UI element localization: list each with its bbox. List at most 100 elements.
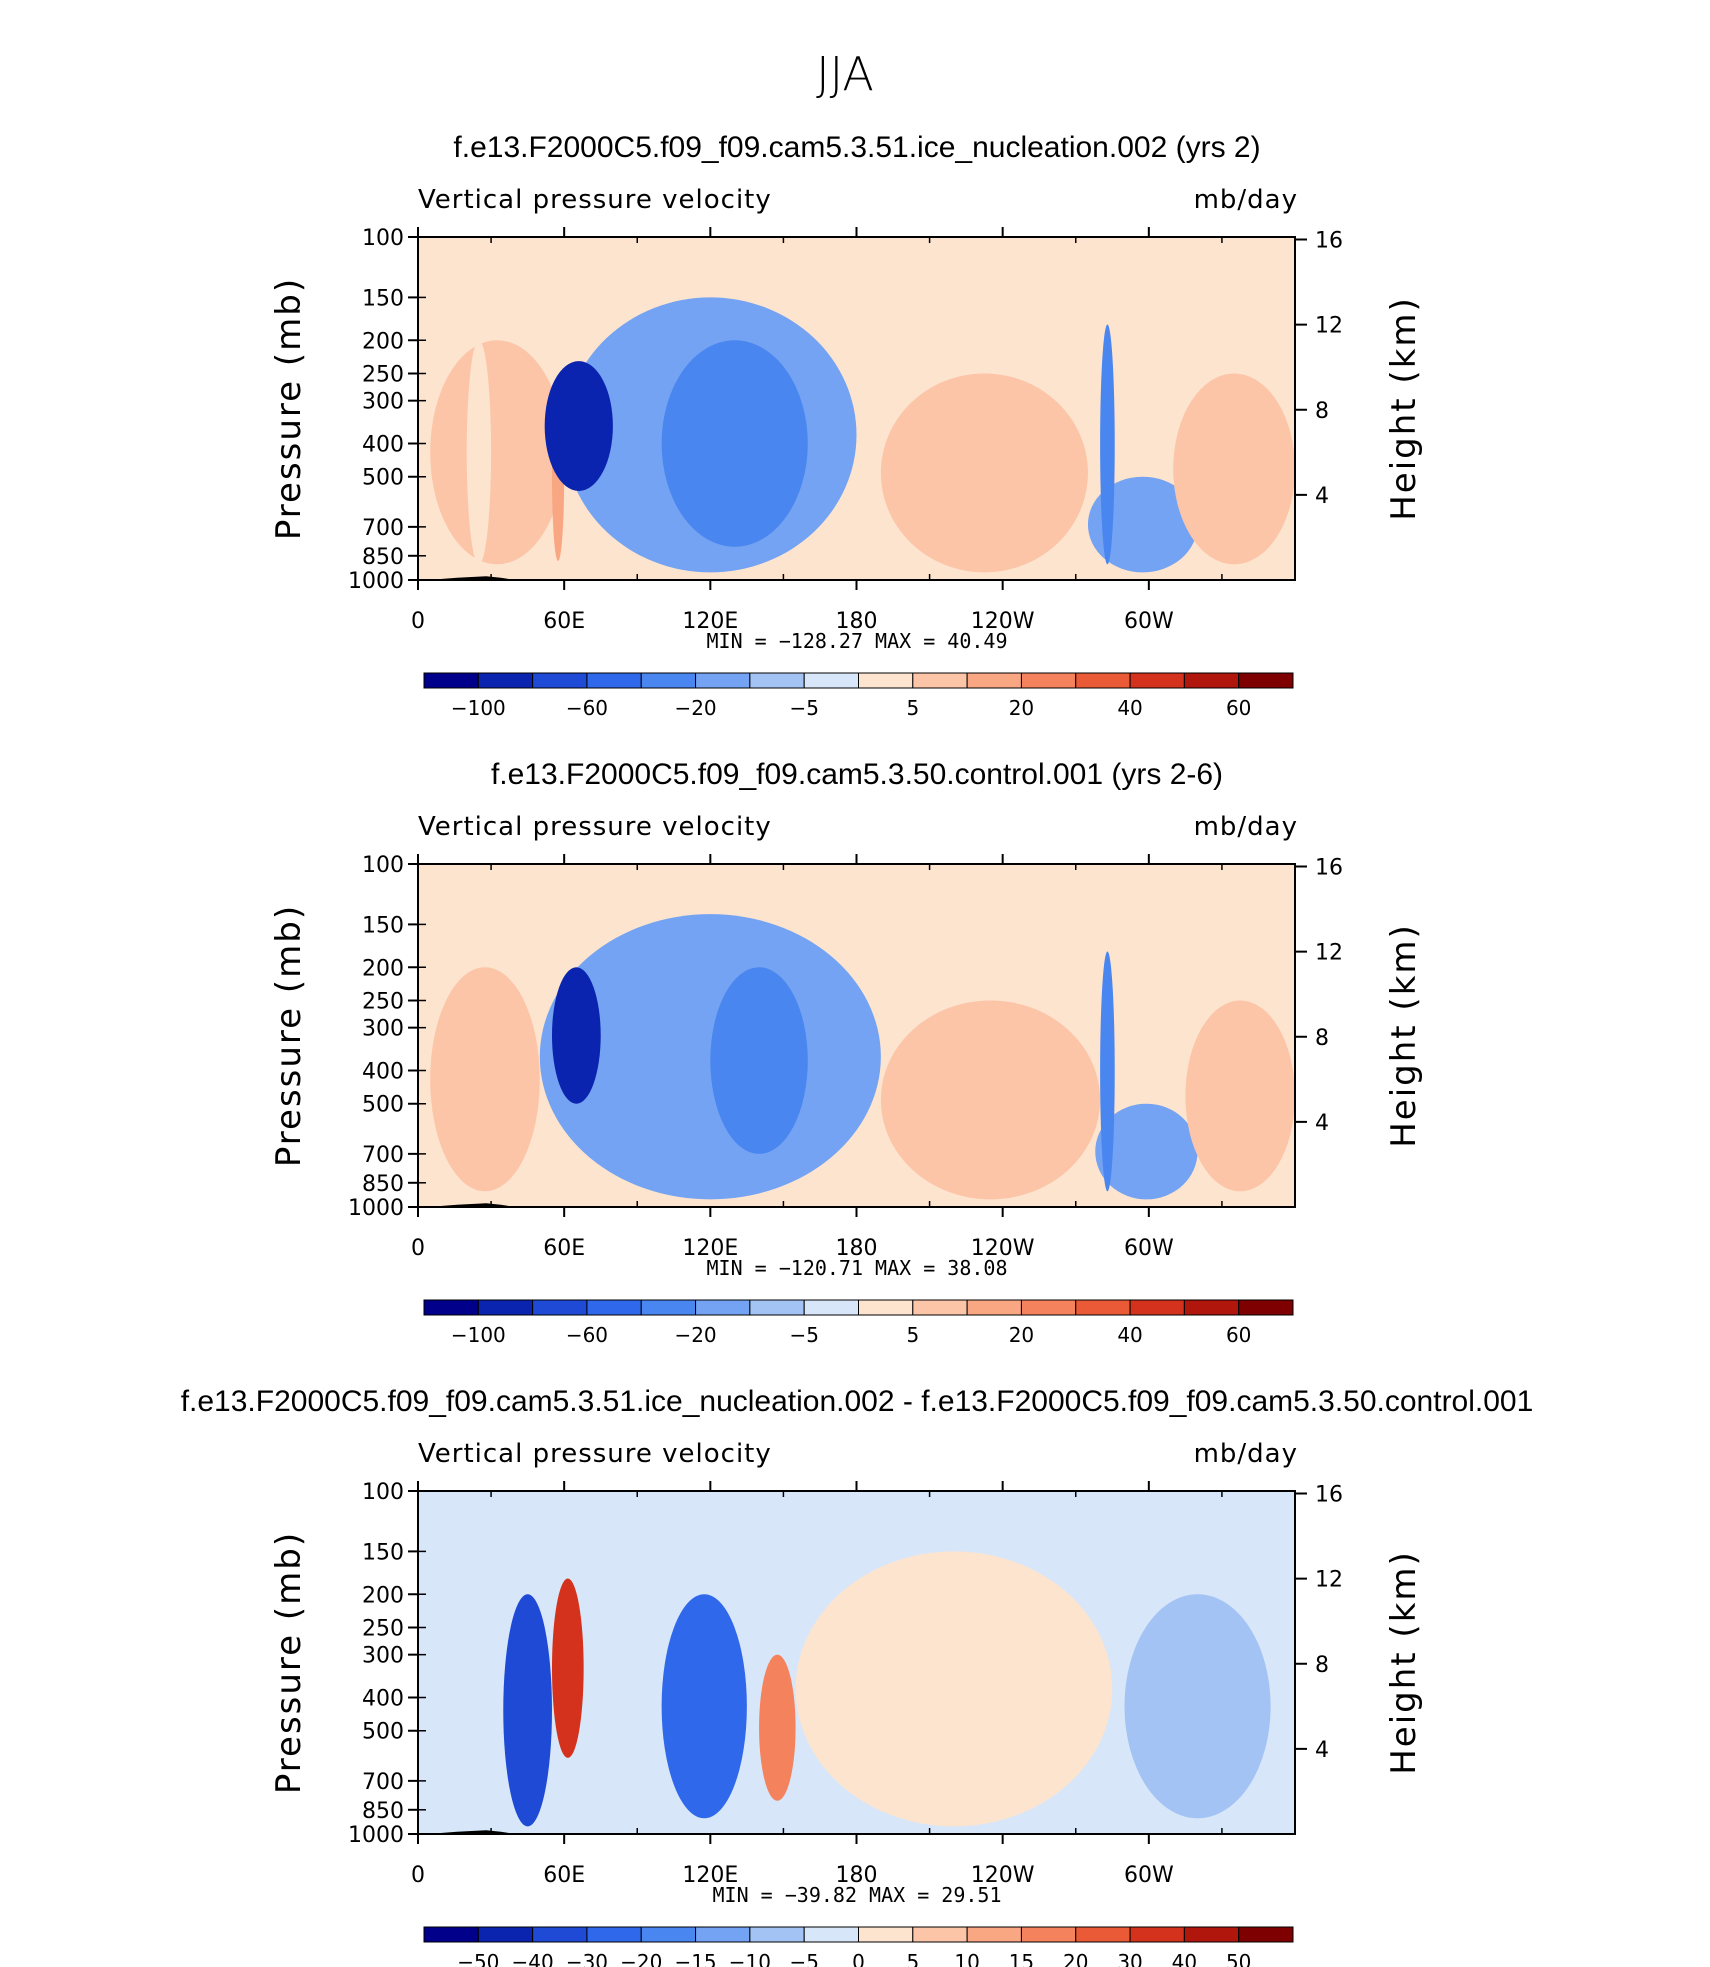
y2-axis-title: Height (km) [1384,923,1424,1148]
contour-region [551,967,601,1104]
colorbar-swatch [695,672,751,689]
contour-region [661,340,808,547]
y-tick-label: 300 [362,1644,404,1669]
colorbar-label: 30 [1117,1950,1142,1967]
colorbar-swatch [477,672,534,689]
y-tick-label: 200 [362,329,404,354]
y-tick-label: 1000 [348,569,404,594]
y-tick-label: 150 [362,286,404,311]
contour-region [1185,1000,1295,1192]
chart-title: f.e13.F2000C5.f09_f09.cam5.3.51.ice_nucl… [453,131,1260,164]
x-tick-label: 120W [971,1863,1035,1888]
y-tick-label: 400 [362,1060,404,1085]
colorbar-swatch [532,1299,588,1316]
colorbar-label: −20 [674,696,716,720]
y-axis-title: Pressure (mb) [269,904,309,1167]
height-tick-label: 4 [1315,1738,1329,1763]
colorbar-label: 20 [1009,1323,1034,1347]
colorbar-swatch [1183,1926,1240,1943]
contour-region [430,967,540,1192]
x-tick-label: 180 [836,1863,878,1888]
colorbar-swatch [1238,672,1294,689]
contour-region [1095,1103,1198,1200]
colorbar-swatch [423,1299,479,1316]
y-axis-title: Pressure (mb) [269,277,309,540]
contour-region [1100,951,1115,1192]
contour-region [544,361,613,491]
colorbar-label: 10 [954,1950,979,1967]
contour-region [1124,1594,1271,1819]
colorbar-label: 0 [852,1950,865,1967]
height-tick-label: 4 [1315,484,1329,509]
x-tick-label: 60E [543,609,585,634]
x-tick-label: 120W [971,1236,1035,1261]
min-max-text: MIN = −120.71 MAX = 38.08 [706,1256,1007,1280]
y-tick-label: 100 [362,226,404,251]
colorbar-swatch [966,672,1022,689]
colorbar-swatch [1020,672,1077,689]
contour-region [1100,324,1115,565]
x-tick-label: 0 [411,1236,425,1261]
contour-region [430,340,565,565]
field-label: Vertical pressure velocity [418,812,772,842]
contour-region [880,373,1088,573]
x-tick-label: 120E [682,1863,738,1888]
min-max-text: MIN = −128.27 MAX = 40.49 [706,629,1007,653]
contour-region [1173,373,1295,565]
colorbar-swatch [586,672,642,689]
x-tick-label: 60W [1124,609,1174,634]
y-tick-label: 850 [362,545,404,570]
colorbar-swatch [1129,672,1185,689]
y-tick-label: 1000 [348,1823,404,1848]
colorbar-swatch [1075,672,1131,689]
colorbar-swatch [1020,1299,1077,1316]
colorbar-swatch [586,1926,642,1943]
colorbar-label: 60 [1226,1323,1251,1347]
colorbar-label: 40 [1117,1323,1142,1347]
colorbar-label: −30 [566,1950,608,1967]
y-tick-label: 400 [362,433,404,458]
contour-region [551,1578,584,1758]
chart-panel: f.e13.F2000C5.f09_f09.cam5.3.51.ice_nucl… [181,1385,1534,1967]
colorbar-label: 50 [1226,1950,1251,1967]
colorbar-label: 20 [1009,696,1034,720]
colorbar-swatch [695,1926,751,1943]
colorbar-label: 60 [1226,696,1251,720]
colorbar-label: −5 [789,1323,818,1347]
x-tick-label: 60E [543,1863,585,1888]
y-tick-label: 300 [362,390,404,415]
colorbar-label: 5 [906,696,919,720]
colorbar-swatch [695,1299,751,1316]
height-tick-label: 12 [1315,941,1343,966]
y-tick-label: 1000 [348,1196,404,1221]
contour-region [503,1594,552,1827]
colorbar-label: −100 [451,1323,506,1347]
height-tick-label: 8 [1315,1026,1329,1051]
colorbar-swatch [1129,1299,1185,1316]
x-tick-label: 0 [411,1863,425,1888]
y-tick-label: 150 [362,913,404,938]
y-tick-label: 250 [362,1616,404,1641]
y-tick-label: 850 [362,1799,404,1824]
colorbar-swatch [912,672,968,689]
colorbar-label: −5 [789,696,818,720]
chart-panel: f.e13.F2000C5.f09_f09.cam5.3.51.ice_nucl… [269,131,1424,720]
y-tick-label: 500 [362,466,404,491]
y2-axis-title: Height (km) [1384,296,1424,521]
colorbar-label: −10 [729,1950,771,1967]
colorbar-swatch [966,1926,1022,1943]
x-tick-label: 60W [1124,1236,1174,1261]
colorbar-swatch [1129,1926,1185,1943]
colorbar-swatch [532,1926,588,1943]
units-label: mb/day [1194,812,1298,842]
x-tick-label: 120E [682,1236,738,1261]
units-label: mb/day [1194,1439,1298,1469]
contour-region [880,1000,1101,1200]
height-tick-label: 16 [1315,229,1343,254]
colorbar-swatch [912,1299,968,1316]
colorbar-swatch [912,1926,968,1943]
height-tick-label: 12 [1315,314,1343,339]
colorbar-label: −60 [566,696,608,720]
y-tick-label: 100 [362,1480,404,1505]
colorbar-swatch [1238,1299,1294,1316]
